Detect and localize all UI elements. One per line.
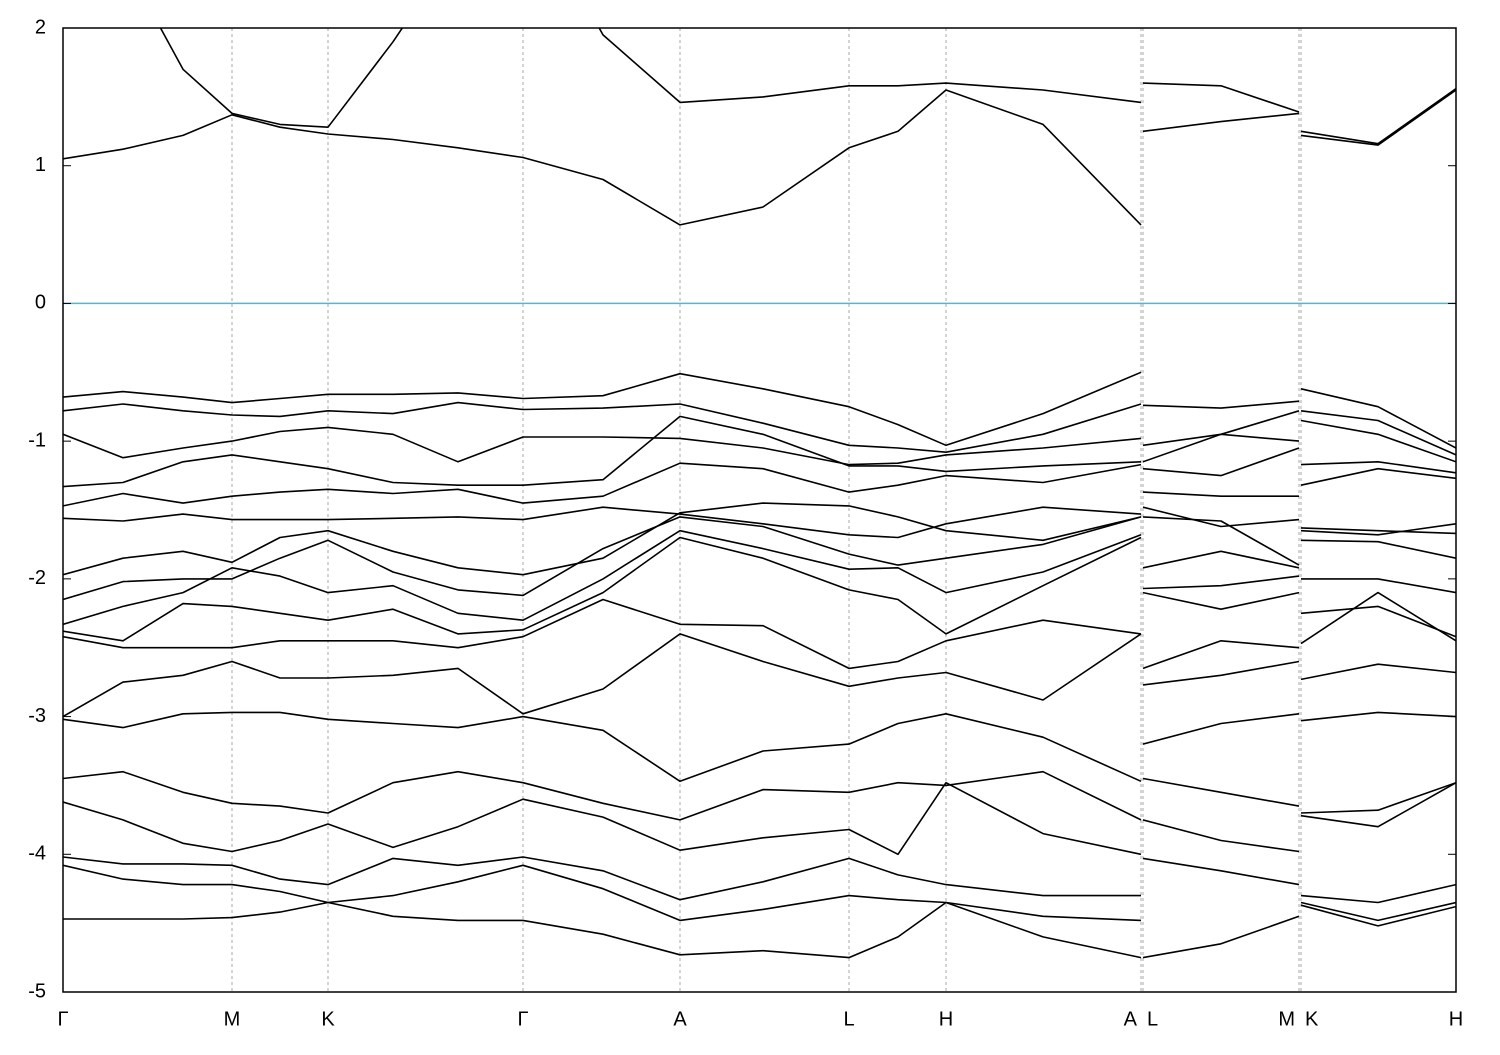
band-line [63,633,1456,718]
x-tick-label: M [1278,1008,1295,1030]
y-tick-label: -4 [28,843,46,865]
grid [62,28,1457,992]
band-line [63,419,1456,466]
band-line [63,371,1456,449]
y-tick-label: 0 [35,292,46,314]
band-line [63,502,1456,576]
y-tick-label: 2 [35,16,46,38]
labels: 210-1-2-3-4-5Γ M K Γ A L H A L M K H [28,16,1463,1030]
band-line [63,536,1456,642]
band-line [63,901,1456,959]
band-line [159,28,1456,145]
band-line [63,864,1456,959]
band-line [63,781,1456,856]
x-tick-label: L [1147,1008,1158,1030]
band-line [63,591,1456,670]
x-tick-label: K [1305,1008,1319,1030]
band-line [63,506,1456,539]
plot-frame [62,27,1457,993]
band-line [63,856,1456,904]
x-tick-label: A [673,1008,687,1030]
band-line [63,529,1456,626]
x-tick-label: M [224,1008,241,1030]
x-tick-label: K [321,1008,335,1030]
x-tick-label: Γ [517,1008,528,1030]
y-tick-label: -1 [28,429,46,451]
band-line [63,415,1456,488]
x-tick-label: H [939,1008,953,1030]
band-line [63,462,1456,507]
y-tick-label: -3 [28,705,46,727]
band-line [63,770,1456,821]
y-tick-label: -2 [28,567,46,589]
band-line [63,89,1456,226]
band-line [63,711,1456,783]
x-tick-label: H [1449,1008,1463,1030]
bands [63,28,1456,959]
band-line [63,516,1456,601]
y-tick-label: 1 [35,154,46,176]
x-tick-label: L [843,1008,854,1030]
x-tick-label: A [1124,1008,1138,1030]
y-tick-label: -5 [28,980,46,1002]
x-tick-label: Γ [57,1008,68,1030]
